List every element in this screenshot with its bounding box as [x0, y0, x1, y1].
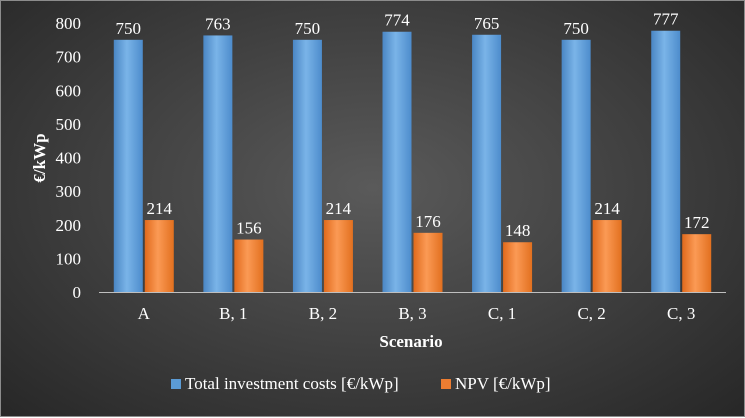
y-tick-label: 800 — [56, 14, 82, 33]
y-axis-title: €/kWp — [30, 133, 49, 182]
data-label: 214 — [147, 199, 173, 218]
bar-investment — [472, 34, 502, 293]
data-label: 156 — [236, 219, 262, 238]
y-tick-label: 100 — [56, 249, 82, 268]
bar-npv — [323, 220, 353, 292]
legend-swatch-npv — [441, 379, 451, 389]
y-tick-label: 300 — [56, 182, 82, 201]
bar-npv — [592, 220, 622, 292]
data-label: 214 — [594, 199, 620, 218]
data-label: 765 — [474, 14, 500, 33]
data-label: 750 — [563, 19, 589, 38]
bar-npv — [413, 232, 443, 292]
data-label: 750 — [295, 19, 321, 38]
legend-swatch-investment — [171, 379, 181, 389]
bar-npv — [144, 220, 174, 292]
data-label: 777 — [653, 10, 679, 29]
legend-label-investment: Total investment costs [€/kWp] — [185, 374, 399, 393]
legend-label-npv: NPV [€/kWp] — [455, 374, 551, 393]
bar-investment — [292, 39, 322, 292]
bar-investment — [382, 31, 412, 293]
bar-investment — [561, 39, 591, 292]
y-tick-label: 400 — [56, 149, 82, 168]
x-tick-label: B, 1 — [219, 304, 247, 323]
y-tick-label: 500 — [56, 115, 82, 134]
y-tick-label: 0 — [73, 283, 82, 302]
data-label: 176 — [415, 212, 441, 231]
bar-npv — [682, 234, 712, 292]
data-label: 763 — [205, 14, 231, 33]
x-tick-label: A — [138, 304, 151, 323]
x-tick-label: C, 3 — [667, 304, 695, 323]
data-label: 214 — [326, 199, 352, 218]
data-label: 774 — [384, 11, 410, 30]
bar-npv — [234, 239, 264, 292]
bar-investment — [203, 35, 233, 292]
x-tick-label: C, 1 — [488, 304, 516, 323]
x-tick-label: B, 3 — [398, 304, 426, 323]
y-tick-label: 200 — [56, 216, 82, 235]
data-label: 172 — [684, 213, 710, 232]
data-label: 750 — [116, 19, 142, 38]
bar-investment — [651, 30, 681, 292]
legend: Total investment costs [€/kWp] NPV [€/kWp… — [171, 374, 551, 393]
x-axis-title: Scenario — [379, 332, 442, 351]
x-tick-label: B, 2 — [309, 304, 337, 323]
bar-npv — [503, 242, 533, 292]
y-tick-label: 600 — [56, 81, 82, 100]
y-tick-label: 700 — [56, 48, 82, 67]
bar-investment — [113, 39, 143, 292]
data-label: 148 — [505, 221, 531, 240]
x-tick-label: C, 2 — [577, 304, 605, 323]
